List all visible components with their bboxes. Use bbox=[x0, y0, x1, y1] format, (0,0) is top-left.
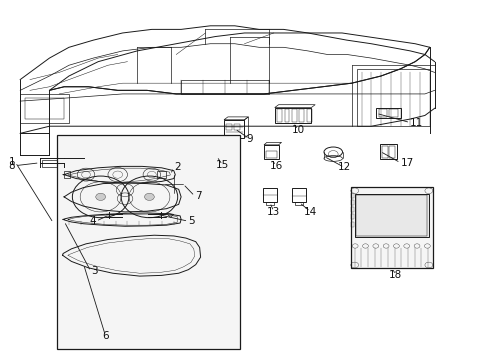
Text: 7: 7 bbox=[194, 191, 201, 201]
Text: 10: 10 bbox=[291, 125, 304, 135]
Text: 15: 15 bbox=[216, 160, 229, 170]
Text: 3: 3 bbox=[91, 266, 97, 276]
Text: 18: 18 bbox=[388, 270, 402, 280]
Text: 12: 12 bbox=[337, 162, 350, 172]
Text: 1: 1 bbox=[9, 157, 15, 167]
Text: 6: 6 bbox=[102, 331, 109, 341]
Text: 5: 5 bbox=[188, 216, 195, 226]
Text: 2: 2 bbox=[173, 162, 180, 172]
Text: 17: 17 bbox=[400, 158, 413, 168]
Text: 4: 4 bbox=[89, 216, 96, 226]
Circle shape bbox=[96, 193, 105, 201]
FancyBboxPatch shape bbox=[350, 187, 432, 268]
Text: 11: 11 bbox=[409, 118, 423, 128]
Text: 9: 9 bbox=[245, 134, 252, 144]
Text: 8: 8 bbox=[9, 161, 15, 171]
Circle shape bbox=[144, 193, 154, 201]
Text: 13: 13 bbox=[266, 207, 280, 217]
FancyBboxPatch shape bbox=[57, 135, 239, 348]
FancyBboxPatch shape bbox=[354, 194, 428, 237]
Text: 16: 16 bbox=[269, 161, 282, 171]
Text: 14: 14 bbox=[303, 207, 316, 217]
